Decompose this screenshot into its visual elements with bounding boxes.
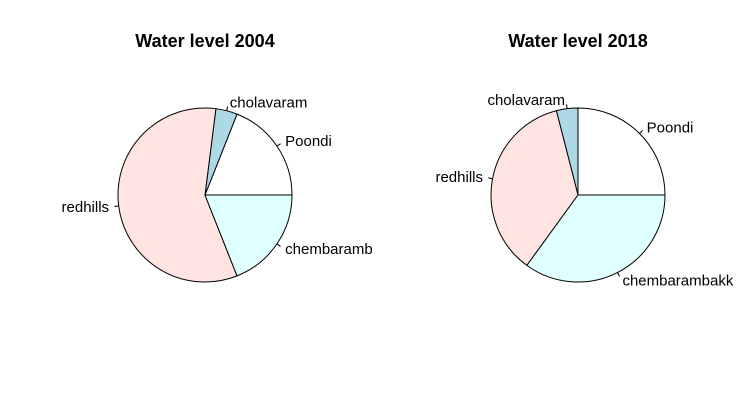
pie-slice-poondi [204, 113, 293, 196]
slice-label-cholavaram: cholavaram [487, 92, 565, 109]
label-leader-redhills [488, 177, 493, 180]
pie-slice-redhills [117, 107, 238, 283]
chart-title: Water level 2018 [508, 31, 647, 51]
pie-chart-2004: Water level 2004 Poondi cholavaram redhills… [62, 31, 417, 283]
slice-label-cholavaram: cholavaram [230, 94, 308, 111]
label-leader-poondi [276, 143, 281, 147]
label-leader-poondi [639, 130, 643, 134]
slice-label-redhills: redhills [435, 169, 483, 186]
label-leader-cholavaram [226, 106, 229, 111]
slice-label-redhills: redhills [62, 199, 110, 216]
chart-title: Water level 2004 [135, 31, 274, 51]
slice-label-poondi: Poondi [285, 133, 332, 150]
slice-label-poondi: Poondi [647, 119, 694, 136]
label-leader-redhills [114, 205, 119, 207]
label-leader-chembarambakkam [617, 272, 620, 277]
slice-label-chembarambakkam: chembarambakk [622, 272, 733, 289]
pie-slice-chembarambakkam [204, 194, 293, 277]
label-leader-cholavaram [566, 104, 568, 109]
pie-slice-chembarambakkam [526, 194, 666, 283]
slice-label-chembarambakkam: chembarambakkam [285, 241, 417, 258]
label-leader-chembarambakkam [276, 243, 281, 247]
pie-chart-2018: Water level 2018 Poondi cholavaram redhills… [435, 31, 733, 289]
pie-slice-poondi [577, 107, 666, 196]
